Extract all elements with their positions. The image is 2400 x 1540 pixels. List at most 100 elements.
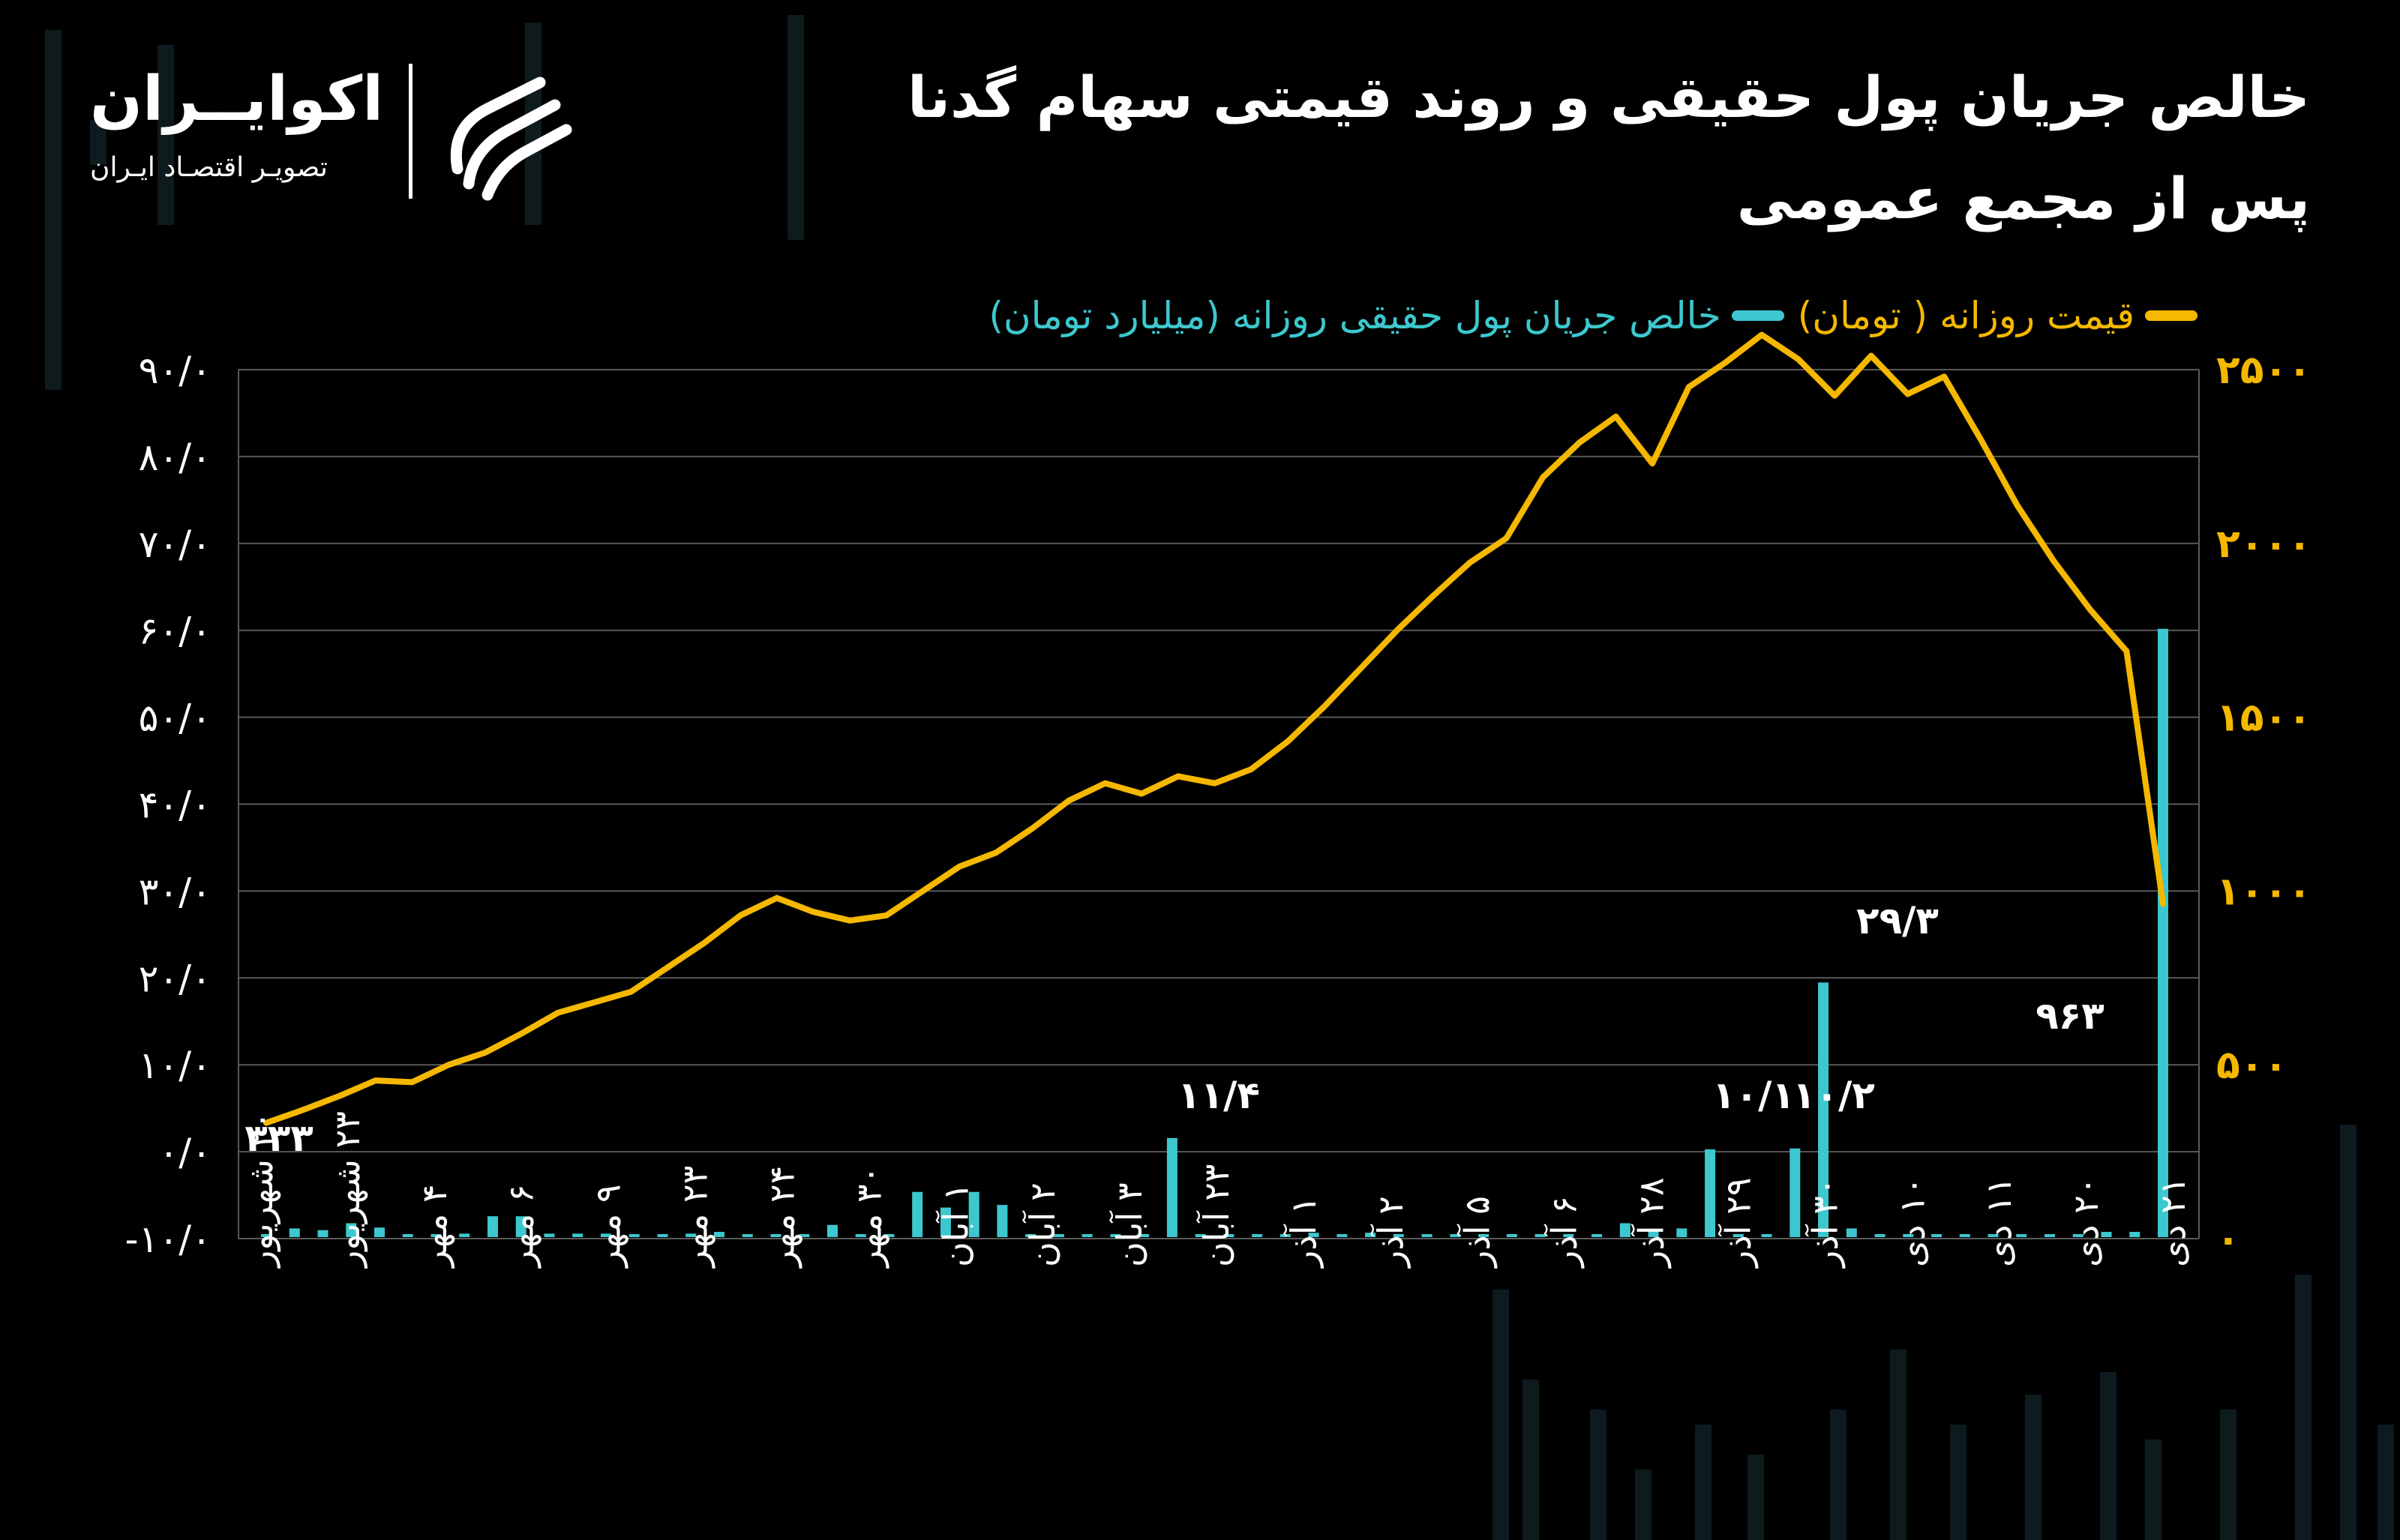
left-tick-label: ۶۰/۰ xyxy=(139,610,212,653)
x-tick-label: ۲۳ شهریور xyxy=(327,1111,368,1269)
chart-title-line-2: پس از مجمع عمومی xyxy=(1736,165,2310,232)
x-tick-label: ۶ آذر xyxy=(1544,1196,1585,1269)
legend-swatch-flow xyxy=(1731,310,1784,321)
flow-bar xyxy=(572,1233,584,1237)
flow-bar xyxy=(628,1234,640,1237)
flow-bar xyxy=(1053,1234,1064,1237)
x-tick-label: ۲ آبان xyxy=(1022,1182,1063,1267)
left-tick-label: ۱۰/۰ xyxy=(139,1044,212,1087)
x-tick-label: ۱ آبان xyxy=(935,1182,976,1267)
bg-bar-10 xyxy=(1748,1455,1764,1540)
bg-bar-12 xyxy=(1890,1350,1906,1540)
x-tick-label: ۲۰ دی xyxy=(2066,1176,2106,1267)
flow-bar xyxy=(2072,1234,2084,1237)
flow-bar xyxy=(1506,1234,1517,1237)
x-tick-group: ۲۳ آبان xyxy=(1196,1164,1237,1267)
x-tick-group: ۳۰ آذر xyxy=(1804,1177,1845,1269)
left-tick-label: ۳۰/۰ xyxy=(139,870,212,913)
flow-bar xyxy=(1450,1234,1461,1237)
flow-bar xyxy=(1931,1234,1942,1237)
right-tick-label: ۲۵۰۰ xyxy=(2216,348,2312,393)
flow-bar xyxy=(1534,1234,1546,1237)
x-tick-label: ۹ مهر xyxy=(588,1184,629,1269)
flow-bar xyxy=(1365,1233,1376,1237)
x-tick-group: ۲۸ آذر xyxy=(1631,1177,1672,1269)
right-tick-label: ۵۰۰ xyxy=(2216,1043,2288,1088)
x-tick-label: ۲۸ آذر xyxy=(1631,1177,1672,1269)
flow-bar xyxy=(1195,1234,1206,1237)
flow-bar xyxy=(2129,1232,2140,1237)
bg-bar-18 xyxy=(2295,1275,2312,1540)
flow-bar xyxy=(374,1227,385,1237)
flow-bar xyxy=(799,1234,810,1237)
x-tick-group: ۴ مهر xyxy=(414,1184,455,1269)
flow-bar xyxy=(1732,1234,1744,1237)
flow-bar xyxy=(1988,1234,1999,1237)
bg-bar-11 xyxy=(1830,1410,1846,1540)
x-tick-group: ۱۰ دی xyxy=(1892,1176,1932,1267)
flow-bar xyxy=(770,1234,782,1237)
right-tick-label: ۲۰۰۰ xyxy=(2216,522,2312,567)
flow-bar xyxy=(1308,1233,1319,1237)
x-tick-label: ۴ مهر xyxy=(414,1184,455,1269)
logo-separator xyxy=(409,64,412,199)
x-tick-group: ۲۹ آذر xyxy=(1718,1177,1758,1269)
x-tick-group: ۱ آذر xyxy=(1283,1196,1324,1269)
flow-bar xyxy=(1280,1234,1291,1237)
annotation-label: ۱۱/۴ xyxy=(1178,1074,1260,1117)
left-tick-label: ۵۰/۰ xyxy=(139,697,212,740)
x-tick-label: ۵ آذر xyxy=(1457,1196,1498,1269)
x-tick-label: ۱۱ دی xyxy=(1978,1176,2019,1267)
flow-bar xyxy=(826,1224,838,1237)
flow-bar xyxy=(855,1234,866,1237)
flow-bar xyxy=(430,1234,442,1237)
chart-legend: قیمت روزانه ( تومان) خالص جریان پول حقیق… xyxy=(975,294,2198,337)
flow-bar xyxy=(1648,1230,1659,1237)
x-tick-label: ۲۳ آبان xyxy=(1196,1164,1237,1267)
flow-bar xyxy=(1336,1234,1348,1237)
bg-bar-8 xyxy=(1635,1470,1652,1540)
right-tick-label: ۱۰۰۰ xyxy=(2216,869,2312,914)
annotation-label: ۱۰/۲ xyxy=(1792,1074,1875,1117)
legend-item-price: قیمت روزانه ( تومان) xyxy=(1798,294,2198,337)
flow-bar xyxy=(600,1233,611,1237)
bg-bar-13 xyxy=(1950,1425,1966,1540)
bg-bar-3 xyxy=(525,22,542,225)
left-tick-label: ۴۰/۰ xyxy=(139,783,212,827)
annotation-label: ۱۰/۱ xyxy=(1712,1074,1795,1117)
x-tick-group: ۲۴ مهر xyxy=(761,1166,802,1269)
flow-bar xyxy=(1252,1234,1263,1237)
left-tick-label: ۷۰/۰ xyxy=(139,523,212,566)
bg-bar-17 xyxy=(2220,1410,2236,1540)
bg-bar-20 xyxy=(2378,1425,2394,1540)
left-tick-label: ۰/۰ xyxy=(158,1131,212,1174)
logo-subtitle: تصویـر اقتصـاد ایـران xyxy=(90,152,328,183)
flow-bar xyxy=(487,1216,498,1237)
x-tick-group: ۱ آبان xyxy=(935,1182,976,1267)
x-tick-group: ۶ مهر xyxy=(501,1184,542,1269)
annotation-label: ۹۶۳ xyxy=(2036,994,2104,1038)
x-tick-group: ۹ مهر xyxy=(588,1184,629,1269)
bg-bar-4 xyxy=(788,15,804,240)
left-tick-label: ۸۰/۰ xyxy=(139,436,212,479)
x-tick-label: ۱ آذر xyxy=(1283,1196,1324,1269)
flow-bar xyxy=(289,1228,300,1237)
bg-bar-1 xyxy=(90,120,106,165)
annotation-label: ۳۳۳ xyxy=(244,1116,314,1160)
logo-name: اکوایــران xyxy=(90,64,384,135)
flow-bar xyxy=(742,1234,753,1237)
flow-bar xyxy=(997,1205,1008,1237)
flow-bar xyxy=(1846,1228,1857,1237)
flow-bar xyxy=(2016,1234,2027,1237)
bg-bar-6 xyxy=(1522,1380,1539,1540)
flow-bar xyxy=(2044,1234,2056,1237)
flow-bar xyxy=(1619,1223,1630,1237)
flow-bar xyxy=(1903,1234,1914,1237)
bg-bar-2 xyxy=(158,45,174,225)
left-tick-label: ۹۰/۰ xyxy=(139,349,212,392)
x-tick-label: ۳۰ آذر xyxy=(1804,1177,1845,1269)
flow-bar xyxy=(1705,1149,1716,1237)
x-tick-label: ۳ آبان xyxy=(1109,1182,1150,1267)
x-tick-label: ۲۳ مهر xyxy=(675,1166,716,1269)
